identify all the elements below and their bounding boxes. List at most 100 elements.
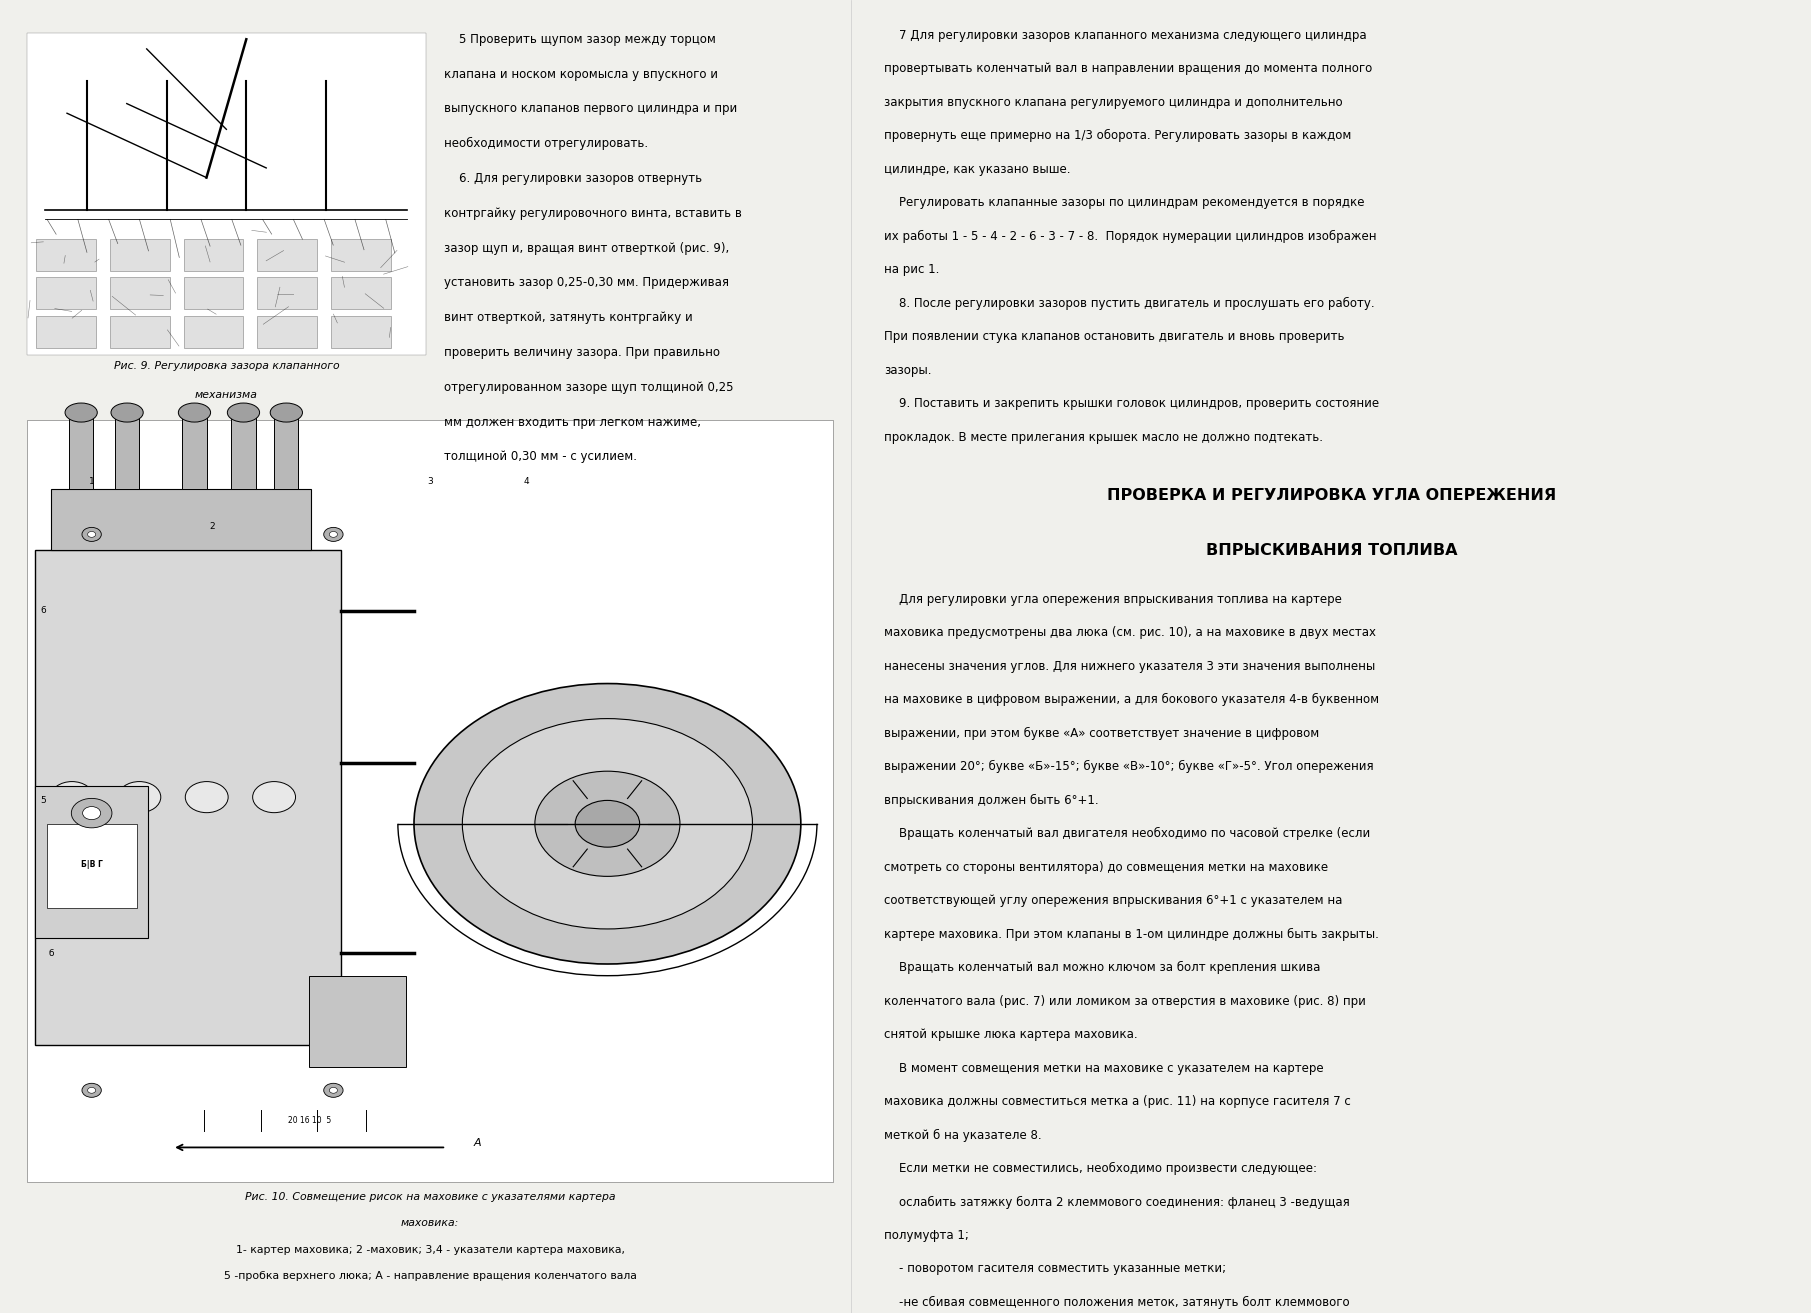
Text: 5: 5 [40,797,45,805]
Text: Для регулировки угла опережения впрыскивания топлива на картере: Для регулировки угла опережения впрыскив… [884,593,1342,605]
Bar [183,316,243,348]
Text: 2: 2 [210,523,216,532]
Text: Рис. 10. Совмещение рисок на маховике с указателями картера: Рис. 10. Совмещение рисок на маховике с … [244,1192,616,1203]
Text: их работы 1 - 5 - 4 - 2 - 6 - 3 - 7 - 8.  Порядок нумерации цилиндров изображен: их работы 1 - 5 - 4 - 2 - 6 - 3 - 7 - 8.… [884,230,1376,243]
Text: толщиной 0,30 мм - с усилием.: толщиной 0,30 мм - с усилием. [444,450,637,463]
Text: 5 -пробка верхнего люка; А - направление вращения коленчатого вала: 5 -пробка верхнего люка; А - направление… [225,1271,636,1281]
Circle shape [118,781,161,813]
Text: зазоры.: зазоры. [884,364,931,377]
Bar [232,412,255,488]
Bar [183,239,243,270]
Text: провертывать коленчатый вал в направлении вращения до момента полного: провертывать коленчатый вал в направлени… [884,62,1373,75]
Circle shape [81,1083,101,1098]
Bar [110,277,170,310]
Ellipse shape [228,403,259,421]
Bar [36,239,96,270]
Text: выражении, при этом букве «А» соответствует значение в цифровом: выражении, при этом букве «А» соответств… [884,727,1318,739]
Text: на маховике в цифровом выражении, а для бокового указателя 4-в буквенном: на маховике в цифровом выражении, а для … [884,693,1378,706]
Text: коленчатого вала (рис. 7) или ломиком за отверстия в маховике (рис. 8) при: коленчатого вала (рис. 7) или ломиком за… [884,995,1365,1007]
Bar [34,785,149,937]
Text: контргайку регулировочного винта, вставить в: контргайку регулировочного винта, встави… [444,206,741,219]
Text: снятой крышке люка картера маховика.: снятой крышке люка картера маховика. [884,1028,1137,1041]
Text: 4: 4 [523,477,529,486]
Text: картере маховика. При этом клапаны в 1-ом цилиндре должны быть закрыты.: картере маховика. При этом клапаны в 1-о… [884,927,1378,940]
Bar [183,277,243,310]
Circle shape [254,781,295,813]
Bar [331,277,391,310]
Text: 1: 1 [89,477,94,486]
Circle shape [324,528,342,541]
Ellipse shape [177,403,210,421]
Text: полумуфта 1;: полумуфта 1; [884,1229,969,1242]
Text: выражении 20°; букве «Б»-15°; букве «В»-10°; букве «Г»-5°. Угол опережения: выражении 20°; букве «Б»-15°; букве «В»-… [884,760,1373,773]
Circle shape [185,781,228,813]
Text: провернуть еще примерно на 1/3 оборота. Регулировать зазоры в каждом: провернуть еще примерно на 1/3 оборота. … [884,130,1351,142]
Bar [36,316,96,348]
Bar [331,239,391,270]
Bar [36,277,96,310]
Circle shape [87,1087,96,1094]
Text: Регулировать клапанные зазоры по цилиндрам рекомендуется в порядке: Регулировать клапанные зазоры по цилиндр… [884,196,1364,209]
Text: смотреть со стороны вентилятора) до совмещения метки на маховике: смотреть со стороны вентилятора) до совм… [884,861,1327,873]
Text: нанесены значения углов. Для нижнего указателя 3 эти значения выполнены: нанесены значения углов. Для нижнего ука… [884,659,1375,672]
Text: соответствующей углу опережения впрыскивания 6°+1 с указателем на: соответствующей углу опережения впрыскив… [884,894,1342,907]
Text: - поворотом гасителя совместить указанные метки;: - поворотом гасителя совместить указанны… [884,1263,1226,1275]
Circle shape [83,806,101,819]
Text: прокладок. В месте прилегания крышек масло не должно подтекать.: прокладок. В месте прилегания крышек мас… [884,431,1322,444]
Bar [273,412,299,488]
Text: необходимости отрегулировать.: необходимости отрегулировать. [444,137,648,150]
Text: зазор щуп и, вращая винт отверткой (рис. 9),: зазор щуп и, вращая винт отверткой (рис.… [444,242,730,255]
Circle shape [87,532,96,537]
Bar [27,420,833,1182]
Circle shape [330,532,337,537]
Ellipse shape [65,403,98,421]
Circle shape [576,801,639,847]
Text: ослабить затяжку болта 2 клеммового соединения: фланец 3 -ведущая: ослабить затяжку болта 2 клеммового соед… [884,1195,1349,1208]
Text: ВПРЫСКИВАНИЯ ТОПЛИВА: ВПРЫСКИВАНИЯ ТОПЛИВА [1206,544,1458,558]
Text: 1- картер маховика; 2 -маховик; 3,4 - указатели картера маховика,: 1- картер маховика; 2 -маховик; 3,4 - ук… [235,1245,625,1255]
Bar [27,33,426,355]
Text: маховика должны совместиться метка а (рис. 11) на корпусе гасителя 7 с: маховика должны совместиться метка а (ри… [884,1095,1351,1108]
Text: Вращать коленчатый вал можно ключом за болт крепления шкива: Вращать коленчатый вал можно ключом за б… [884,961,1320,974]
Bar [183,412,206,488]
Circle shape [71,798,112,827]
Text: Рис. 9. Регулировка зазора клапанного: Рис. 9. Регулировка зазора клапанного [114,361,339,372]
Text: закрытия впускного клапана регулируемого цилиндра и дополнительно: закрытия впускного клапана регулируемого… [884,96,1342,109]
Text: механизма: механизма [196,390,257,400]
Text: винт отверткой, затянуть контргайку и: винт отверткой, затянуть контргайку и [444,311,692,324]
Text: 9. Поставить и закрепить крышки головок цилиндров, проверить состояние: 9. Поставить и закрепить крышки головок … [884,397,1378,410]
Circle shape [534,771,679,876]
Text: Вращать коленчатый вал двигателя необходимо по часовой стрелке (если: Вращать коленчатый вал двигателя необход… [884,827,1369,840]
Ellipse shape [270,403,302,421]
Ellipse shape [110,403,143,421]
Text: выпускного клапанов первого цилиндра и при: выпускного клапанов первого цилиндра и п… [444,102,737,116]
Text: 6. Для регулировки зазоров отвернуть: 6. Для регулировки зазоров отвернуть [444,172,703,185]
Text: мм должен входить при легком нажиме,: мм должен входить при легком нажиме, [444,415,701,428]
Bar [34,550,342,1045]
Text: Если метки не совместились, необходимо произвести следующее:: Если метки не совместились, необходимо п… [884,1162,1317,1175]
Bar [110,316,170,348]
Circle shape [324,1083,342,1098]
Text: проверить величину зазора. При правильно: проверить величину зазора. При правильно [444,347,719,358]
Text: 6: 6 [40,607,45,614]
Text: -не сбивая совмещенного положения меток, затянуть болт клеммового: -не сбивая совмещенного положения меток,… [884,1296,1349,1309]
Text: 8. После регулировки зазоров пустить двигатель и прослушать его работу.: 8. После регулировки зазоров пустить дви… [884,297,1375,310]
Bar [47,823,138,907]
Text: установить зазор 0,25-0,30 мм. Придерживая: установить зазор 0,25-0,30 мм. Придержив… [444,277,728,289]
Bar [257,239,317,270]
Text: 7 Для регулировки зазоров клапанного механизма следующего цилиндра: 7 Для регулировки зазоров клапанного мех… [884,29,1365,42]
Text: ПРОВЕРКА И РЕГУЛИРОВКА УГЛА ОПЕРЕЖЕНИЯ: ПРОВЕРКА И РЕГУЛИРОВКА УГЛА ОПЕРЕЖЕНИЯ [1107,487,1557,503]
Bar [110,239,170,270]
Text: б: б [49,949,54,957]
Bar [310,976,406,1067]
Bar [257,316,317,348]
Text: Б|В Г: Б|В Г [81,860,103,869]
Text: отрегулированном зазоре щуп толщиной 0,25: отрегулированном зазоре щуп толщиной 0,2… [444,381,733,394]
Circle shape [51,781,94,813]
Bar [51,488,311,550]
Circle shape [330,1087,337,1094]
Bar [116,412,139,488]
Text: В момент совмещения метки на маховике с указателем на картере: В момент совмещения метки на маховике с … [884,1061,1324,1074]
Circle shape [462,718,753,930]
Text: 3: 3 [427,477,433,486]
